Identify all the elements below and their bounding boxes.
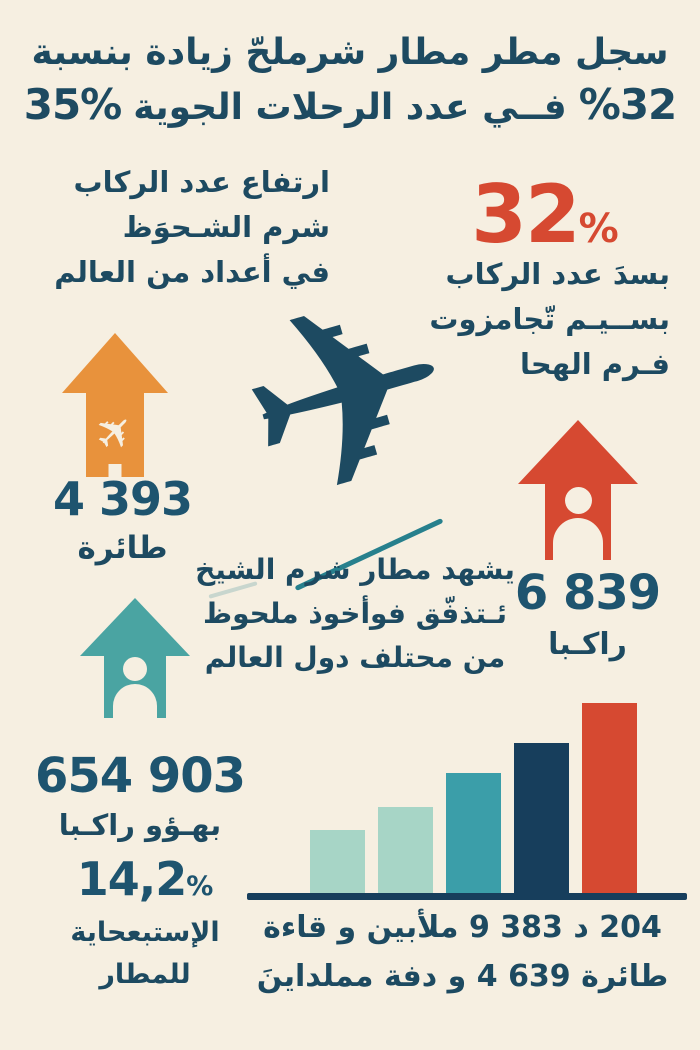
chart-caption-line1: 204 د 383 9 ملأبين و قاءة bbox=[263, 910, 662, 945]
person-icon bbox=[113, 657, 157, 718]
text-line: شرم الشـحوَظ bbox=[122, 210, 330, 244]
person-icon bbox=[553, 487, 603, 560]
house-body bbox=[545, 484, 611, 560]
percent-sign: % bbox=[186, 871, 214, 902]
stat-aircraft-value: 4 393 bbox=[52, 472, 193, 526]
stat-32-percent: 32% bbox=[420, 168, 670, 261]
stat-total-label: بهـؤو راكـبا bbox=[58, 808, 222, 842]
passengers-rise-block: ارتفاع عدد الركاب شرم الشـحوَظ في أعداد … bbox=[40, 160, 330, 295]
person-torso bbox=[553, 518, 603, 560]
stat-32-description: بسدَ عدد الركاب بســيـم تّجامزوت فـرم ال… bbox=[380, 252, 670, 387]
stat-passengers-value: 6 839 bbox=[514, 565, 661, 621]
text-line: ارتفاع عدد الركاب bbox=[73, 165, 331, 199]
person-head bbox=[123, 657, 147, 681]
text-line: يشهد مطار شرم الشيخ bbox=[195, 553, 515, 586]
house-body bbox=[104, 656, 166, 718]
house-roof bbox=[80, 598, 190, 656]
stat-percentage-value: 14,2 bbox=[76, 852, 187, 906]
chart-bar bbox=[310, 830, 365, 893]
house-roof bbox=[518, 420, 638, 484]
title-percent-32: %32 bbox=[578, 80, 678, 129]
stat-total-passengers: 654 903 بهـؤو راكـبا bbox=[15, 748, 265, 842]
passenger-house-arrow-icon-teal bbox=[80, 598, 190, 718]
title-percent-35: 35% bbox=[23, 80, 123, 129]
aircraft-house-arrow-icon: ✈ bbox=[62, 333, 168, 477]
chart-bar bbox=[446, 773, 501, 893]
title-line2-text: فــي عدد الرحلات الجوية bbox=[133, 87, 567, 128]
passenger-house-arrow-icon-red bbox=[518, 420, 638, 560]
house-body: ✈ bbox=[82, 393, 148, 477]
bar-chart-baseline bbox=[247, 893, 687, 900]
small-airplane-icon: ✈ bbox=[82, 398, 148, 465]
chart-caption-line2: طائرة 639 4 و دفة مملداينَ bbox=[256, 959, 669, 994]
text-line: من محتلف دول العالم bbox=[204, 641, 506, 674]
chart-bar bbox=[378, 807, 433, 893]
stat-percentage: 14,2% الإستبعحاية للمطار bbox=[40, 852, 250, 996]
stat-aircraft: 4 393 طائرة bbox=[30, 472, 215, 566]
stat-passengers: 6 839 راكـبا bbox=[505, 565, 670, 662]
stat-percentage-value-row: 14,2% bbox=[40, 852, 250, 906]
stat-aircraft-label: طائرة bbox=[77, 530, 168, 566]
airport-description-block: يشهد مطار شرم الشيخ ئـتذفّق فوأخوذ ملحوظ… bbox=[190, 548, 520, 680]
stat-percentage-label: الإستبعحاية للمطار bbox=[40, 912, 250, 996]
title-line2: 35% فــي عدد الرحلات الجوية %32 bbox=[20, 80, 680, 129]
stat-passengers-label: راكـبا bbox=[548, 627, 627, 662]
bar-chart-bars bbox=[310, 703, 640, 893]
text-line: بسدَ عدد الركاب bbox=[445, 257, 670, 291]
chart-bar bbox=[514, 743, 569, 893]
text-line: فـرم الهحا bbox=[519, 347, 670, 381]
percent-sign: % bbox=[578, 206, 619, 252]
house-roof bbox=[62, 333, 168, 393]
text-line: بســيـم تّجامزوت bbox=[429, 302, 670, 336]
title-line1: سجل مطر مطار شرملحّ زيادة بنسبة bbox=[31, 32, 669, 73]
text-line: للمطار bbox=[99, 959, 191, 990]
text-line: في أعداد من العالم bbox=[54, 255, 330, 289]
chart-bar bbox=[582, 703, 637, 893]
stat-total-value: 654 903 bbox=[34, 748, 246, 804]
person-head bbox=[564, 487, 592, 514]
house-notch bbox=[108, 464, 122, 477]
text-line: ئـتذفّق فوأخوذ ملحوظ bbox=[203, 597, 507, 630]
person-torso bbox=[113, 684, 157, 718]
stat-32-number: 32 bbox=[471, 168, 580, 261]
text-line: الإستبعحاية bbox=[70, 917, 220, 948]
chart-caption: 204 د 383 9 ملأبين و قاءة طائرة 639 4 و … bbox=[235, 903, 690, 1001]
